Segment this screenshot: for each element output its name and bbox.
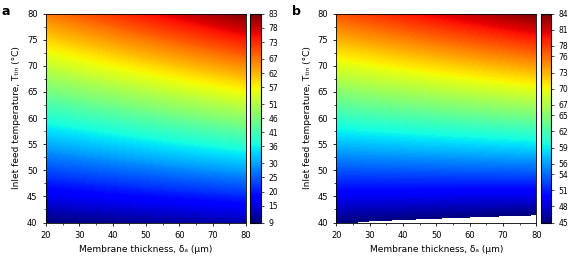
Text: b: b [292, 5, 301, 18]
X-axis label: Membrane thickness, δₐ (μm): Membrane thickness, δₐ (μm) [370, 245, 503, 255]
Text: a: a [2, 5, 10, 18]
X-axis label: Membrane thickness, δₐ (μm): Membrane thickness, δₐ (μm) [79, 245, 213, 255]
Y-axis label: Inlet feed temperature, Tₜᵢₙ (°C): Inlet feed temperature, Tₜᵢₙ (°C) [13, 47, 21, 190]
Y-axis label: Inlet feed temperature, Tₜᵢₙ (°C): Inlet feed temperature, Tₜᵢₙ (°C) [302, 47, 312, 190]
